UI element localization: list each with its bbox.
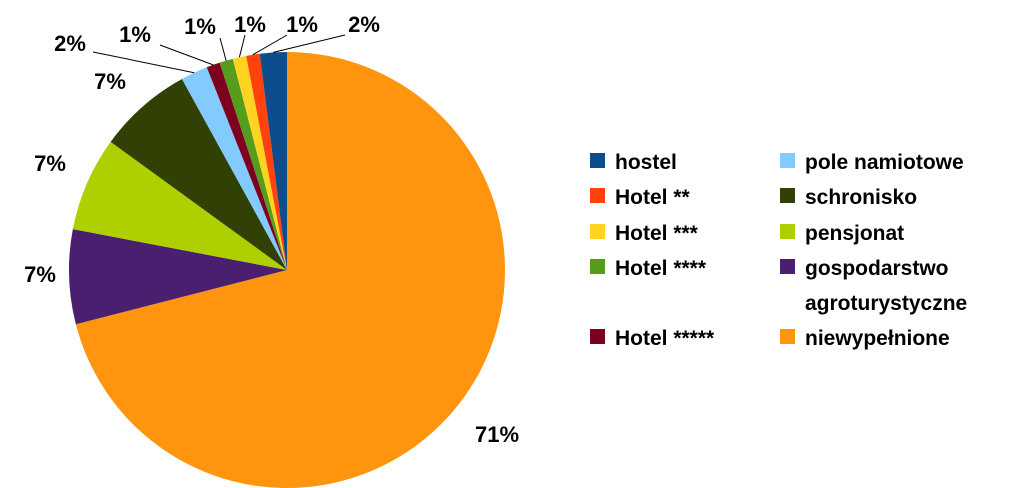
- pie-slice-pensjonat: [72, 141, 287, 270]
- legend-swatch-hotel: [590, 329, 605, 344]
- legend-swatch-hostel: [590, 153, 605, 168]
- data-label-hostel: 2%: [348, 12, 380, 37]
- pie-slice-hotel: [206, 62, 287, 270]
- pie-slice-pole-namiotowe: [181, 67, 287, 270]
- legend-swatch-pole-namiotowe: [780, 153, 795, 168]
- data-label-gospodarstwo-agroturystyczne: 7%: [24, 262, 56, 287]
- data-label-hotel: 1%: [234, 12, 266, 37]
- leader-line-hostel: [273, 34, 346, 53]
- legend-label-gospodarstwo-agroturystyczne-line2: agroturystyczne: [805, 292, 967, 315]
- legend-label-niewypelnione: niewypełnione: [805, 327, 950, 350]
- legend-swatch-schronisko: [780, 188, 795, 203]
- pie-slice-niewypelnione: [75, 52, 506, 488]
- legend-label-schronisko: schronisko: [805, 186, 917, 209]
- leader-lines: [92, 34, 346, 74]
- data-label-niewypelnione: 71%: [475, 422, 519, 447]
- pie-slice-hostel: [259, 52, 287, 270]
- legend-swatch-gospodarstwo-agroturystyczne: [780, 259, 795, 274]
- data-label-hotel: 1%: [184, 14, 216, 39]
- legend-label-hotel: Hotel *****: [615, 327, 715, 350]
- legend-label-hotel: Hotel ***: [615, 222, 699, 245]
- leader-line-hotel: [238, 34, 246, 58]
- data-label-pole-namiotowe: 2%: [54, 31, 86, 56]
- leader-line-hotel: [159, 44, 214, 66]
- pie-slices: [69, 52, 506, 488]
- legend-swatch-pensjonat: [780, 224, 795, 239]
- pie-slice-hotel: [232, 55, 287, 270]
- pie-slice-schronisko: [110, 78, 287, 270]
- legend-swatch-hotel: [590, 188, 605, 203]
- data-label-hotel: 1%: [286, 12, 318, 37]
- leader-line-pole-namiotowe: [92, 51, 195, 74]
- data-label-schronisko: 7%: [94, 69, 126, 94]
- data-label-pensjonat: 7%: [34, 151, 66, 176]
- legend-swatch-hotel: [590, 224, 605, 239]
- pie-slice-hotel: [246, 53, 287, 270]
- legend-swatch-hotel: [590, 259, 605, 274]
- leader-line-hotel: [219, 37, 227, 61]
- legend-label-hotel: Hotel ****: [615, 257, 707, 280]
- pie-slice-hotel: [219, 58, 287, 270]
- legend-label-hotel: Hotel **: [615, 186, 691, 209]
- legend-label-gospodarstwo-agroturystyczne-line1: gospodarstwo: [805, 257, 949, 280]
- legend-label-hostel: hostel: [615, 151, 677, 174]
- data-labels: 71% 7% 7% 7% 2% 1% 1% 1% 1% 2%: [24, 12, 519, 447]
- pie-slice-gospodarstwo-agroturystyczne: [69, 229, 288, 325]
- data-label-hotel: 1%: [119, 22, 151, 47]
- legend-swatch-niewypelnione: [780, 329, 795, 344]
- legend: hostel Hotel ** Hotel *** Hotel **** Hotel *…: [590, 151, 967, 350]
- legend-label-pole-namiotowe: pole namiotowe: [805, 151, 964, 174]
- leader-line-hotel: [252, 34, 288, 56]
- legend-label-pensjonat: pensjonat: [805, 222, 904, 245]
